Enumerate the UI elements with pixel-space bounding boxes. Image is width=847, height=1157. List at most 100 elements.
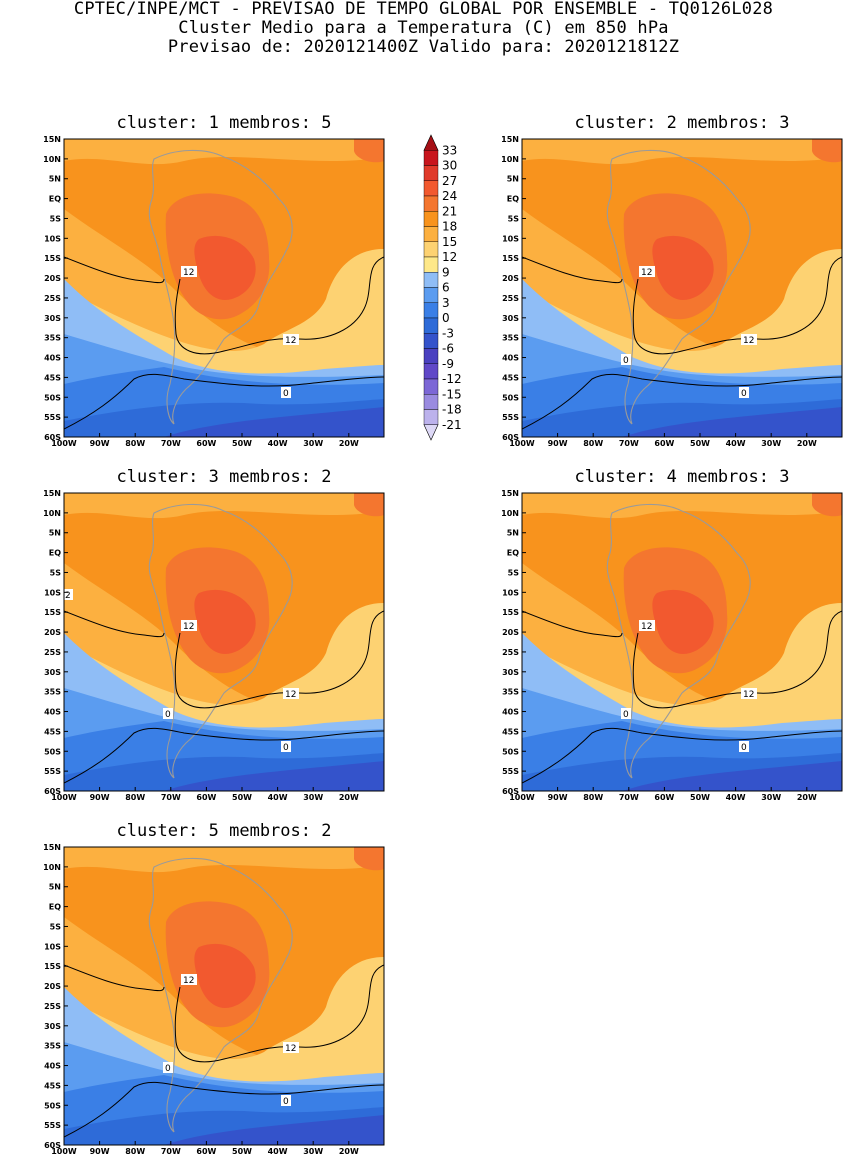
lon-tick-label: 20W <box>339 439 359 448</box>
colorbar-segment <box>423 165 439 181</box>
lat-tick-label: 60S <box>44 787 61 796</box>
lat-tick-label: 60S <box>502 433 519 442</box>
colorbar-label: -6 <box>442 342 454 356</box>
lat-tick-label: 10N <box>43 509 61 518</box>
lat-tick-label: 50S <box>502 393 519 402</box>
colorbar-label: 0 <box>442 311 450 325</box>
lon-tick-label: 20W <box>797 793 817 802</box>
colorbar-label: 3 <box>442 296 450 310</box>
contour-label: 12 <box>641 268 652 278</box>
header-line-1: CPTEC/INPE/MCT - PREVISAO DE TEMPO GLOBA… <box>73 0 774 19</box>
lat-tick-label: 15N <box>43 843 61 852</box>
lat-tick-label: 55S <box>502 413 519 422</box>
colorbar-label: 6 <box>442 281 450 295</box>
contour-label: 12 <box>285 1044 296 1054</box>
lat-tick-label: 10S <box>502 234 519 243</box>
lat-tick-label: 35S <box>44 688 61 697</box>
lat-tick-label: 5N <box>507 175 519 184</box>
lat-tick-label: 35S <box>502 334 519 343</box>
coastline <box>606 149 751 425</box>
lon-tick-label: 50W <box>690 439 710 448</box>
lon-tick-label: 80W <box>125 439 145 448</box>
contour-label-bg <box>639 266 655 277</box>
panel-title-2: cluster: 2 membros: 3 <box>574 113 790 133</box>
colorbar-segment <box>423 150 439 166</box>
field-21-ne <box>812 493 842 517</box>
map-panel-1: 12 12 0 15N 10N 5N EQ 5S 10S 15S 20S 25S 30S 35S 40S 45… <box>43 135 385 448</box>
field-minus6 <box>164 1115 384 1145</box>
lat-tick-label: 25S <box>44 1002 61 1011</box>
lat-tick-label: 5N <box>507 529 519 538</box>
lon-tick-label: 50W <box>232 793 252 802</box>
contour-label-bg <box>739 741 749 752</box>
lon-tick-label: 20W <box>797 439 817 448</box>
colorbar-label: 18 <box>442 220 457 234</box>
lon-tick-label: 70W <box>619 439 639 448</box>
contour-label: 0 <box>165 1064 171 1074</box>
lon-tick-label: 90W <box>90 793 110 802</box>
lat-tick-label: 35S <box>44 1042 61 1051</box>
lat-tick-label: EQ <box>507 549 519 558</box>
contour-12-west <box>64 256 165 284</box>
colorbar-label: -3 <box>442 326 454 340</box>
contour-label: 12 <box>743 690 754 700</box>
lon-tick-label: 70W <box>161 793 181 802</box>
contour-label-bg <box>621 354 631 365</box>
field-15-north <box>522 493 842 519</box>
lat-tick-label: 55S <box>44 413 61 422</box>
panel-title-3: cluster: 3 membros: 2 <box>116 467 332 487</box>
contour-12-west <box>522 256 623 284</box>
lon-tick-label: 60W <box>196 793 216 802</box>
lon-tick-label: 80W <box>583 793 603 802</box>
colorbar-segment <box>423 287 439 303</box>
map-frame <box>521 138 843 438</box>
lat-tick-label: 50S <box>44 393 61 402</box>
lat-tick-label: 30S <box>44 1022 61 1031</box>
lon-tick-label: 50W <box>232 1147 252 1156</box>
contour-label: 0 <box>623 356 629 366</box>
map-panel-4: 12 12 0 0 15N 10N 5N EQ 5S 10S 15S 20S 25S 30S 35S 40S 4… <box>501 489 843 802</box>
lat-tick-label: 45S <box>44 1081 61 1090</box>
contour-label-bg <box>281 741 291 752</box>
lat-tick-label: 5S <box>508 568 520 577</box>
colorbar-label: 12 <box>442 250 457 264</box>
contour-label: 0 <box>165 710 171 720</box>
colorbar-label: -12 <box>442 372 462 386</box>
contour-label: 0 <box>283 1097 289 1107</box>
lat-tick-label: 20S <box>44 628 61 637</box>
lat-tick-label: EQ <box>49 549 61 558</box>
lat-tick-label: 10S <box>44 942 61 951</box>
lat-tick-label: 10S <box>502 588 519 597</box>
contour-label: 0 <box>283 743 289 753</box>
map-frame <box>63 846 385 1146</box>
contour-12 <box>174 964 384 1063</box>
contour-label-bg <box>163 1062 173 1073</box>
colorbar-label: -15 <box>442 387 462 401</box>
contour-0 <box>64 373 384 430</box>
lat-tick-label: 15N <box>501 135 519 144</box>
coastline <box>148 503 293 779</box>
lat-tick-label: 10N <box>43 863 61 872</box>
lon-tick-label: 60W <box>654 793 674 802</box>
contour-0 <box>64 727 384 784</box>
lat-tick-label: 60S <box>44 433 61 442</box>
lat-tick-label: EQ <box>49 195 61 204</box>
lat-tick-label: 15S <box>502 608 519 617</box>
panel-title-5: cluster: 5 membros: 2 <box>116 821 332 841</box>
colorbar-segment <box>423 256 439 273</box>
field-21-ne <box>354 493 384 517</box>
map-panel-5: 12 12 0 0 15N 10N 5N EQ 5S 10S 15S 20S 25S 30S 35S 40S 4… <box>43 843 385 1156</box>
panel-title-4: cluster: 4 membros: 3 <box>574 467 790 487</box>
lat-tick-label: 10S <box>44 234 61 243</box>
contour-12 <box>174 610 384 709</box>
contour-label: 0 <box>741 389 747 399</box>
lat-tick-label: 45S <box>502 373 519 382</box>
coastline <box>148 149 293 425</box>
colorbar-label: -18 <box>442 403 462 417</box>
lat-tick-label: 15S <box>44 608 61 617</box>
lon-tick-label: 60W <box>654 439 674 448</box>
lon-tick-label: 70W <box>619 793 639 802</box>
lon-tick-label: 30W <box>761 439 781 448</box>
lat-tick-label: 15N <box>43 489 61 498</box>
contour-label: 12 <box>641 622 652 632</box>
